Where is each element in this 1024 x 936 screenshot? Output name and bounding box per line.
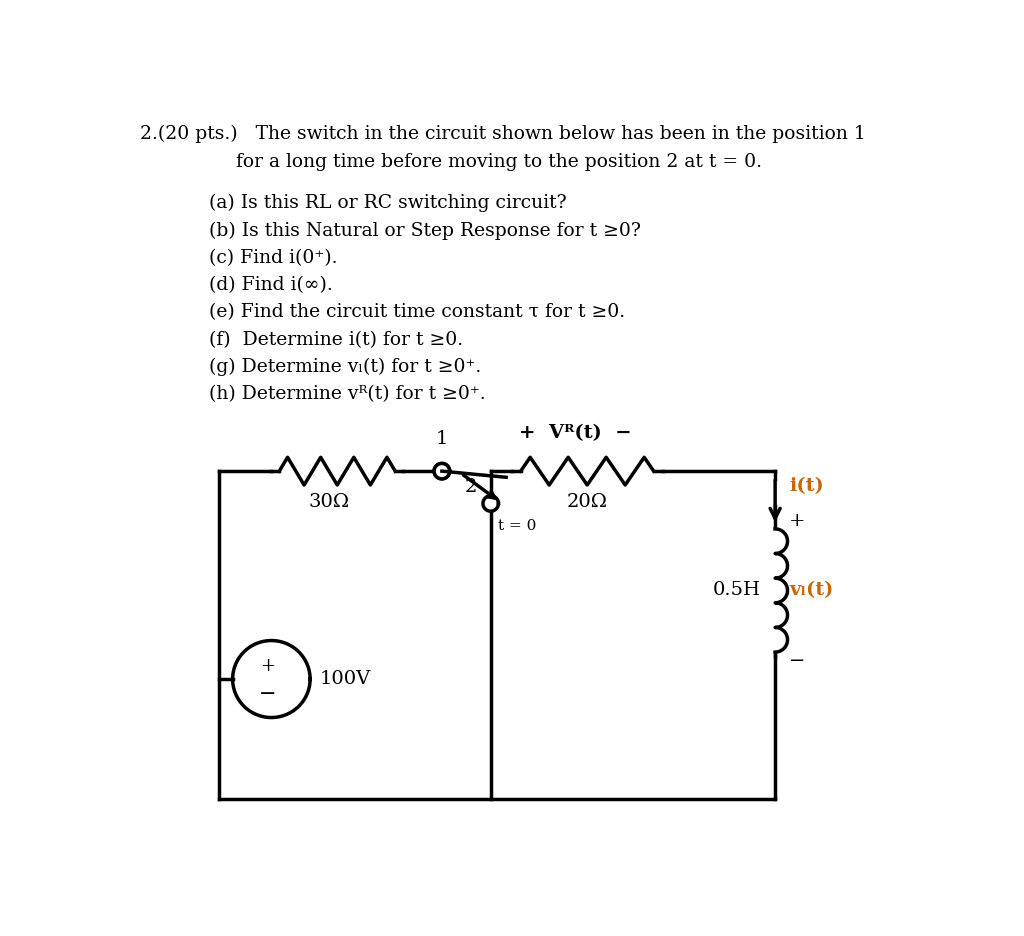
Text: vₗ(t): vₗ(t) <box>790 581 834 599</box>
Text: 0.5H: 0.5H <box>713 581 761 599</box>
Text: (d) Find i(∞).: (d) Find i(∞). <box>209 276 333 294</box>
Text: +: + <box>790 512 806 530</box>
Circle shape <box>483 496 499 511</box>
Text: −: − <box>259 685 276 704</box>
Text: (e) Find the circuit time constant τ for t ≥0.: (e) Find the circuit time constant τ for… <box>209 303 626 321</box>
Text: 2.(20 pts.)   The switch in the circuit shown below has been in the position 1: 2.(20 pts.) The switch in the circuit sh… <box>139 124 865 143</box>
Text: 100V: 100V <box>319 670 371 688</box>
Text: (c) Find i(0⁺).: (c) Find i(0⁺). <box>209 249 338 267</box>
Text: (g) Determine vₗ(t) for t ≥0⁺.: (g) Determine vₗ(t) for t ≥0⁺. <box>209 358 481 376</box>
Text: (b) Is this Natural or Step Response for t ≥0?: (b) Is this Natural or Step Response for… <box>209 221 641 240</box>
Text: (f)  Determine i(t) for t ≥0.: (f) Determine i(t) for t ≥0. <box>209 330 464 348</box>
Text: i(t): i(t) <box>790 477 824 495</box>
Text: (a) Is this RL or RC switching circuit?: (a) Is this RL or RC switching circuit? <box>209 194 567 212</box>
Text: t = 0: t = 0 <box>499 519 537 533</box>
Text: for a long time before moving to the position 2 at t = 0.: for a long time before moving to the pos… <box>139 154 762 171</box>
Text: 2: 2 <box>465 477 477 496</box>
Text: 30Ω: 30Ω <box>309 492 350 511</box>
Text: (h) Determine vᴿ(t) for t ≥0⁺.: (h) Determine vᴿ(t) for t ≥0⁺. <box>209 386 486 403</box>
Text: 20Ω: 20Ω <box>566 492 607 511</box>
Text: +  Vᴿ(t)  −: + Vᴿ(t) − <box>519 424 632 442</box>
Circle shape <box>434 463 450 479</box>
Text: +: + <box>260 657 275 675</box>
Text: −: − <box>790 652 806 670</box>
Text: 1: 1 <box>435 430 449 448</box>
